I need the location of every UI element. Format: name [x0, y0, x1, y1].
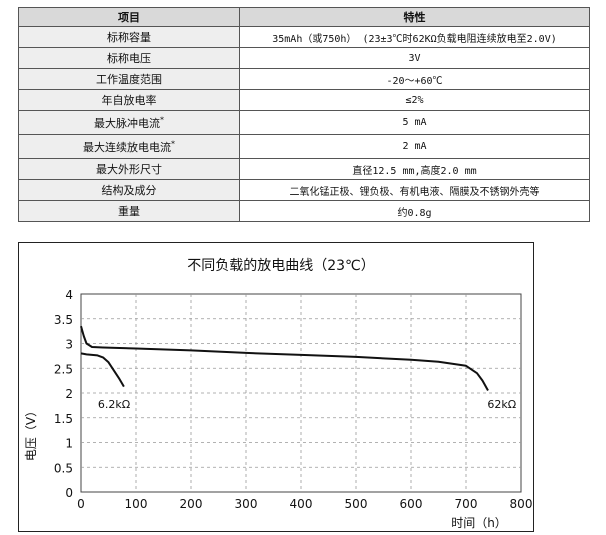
discharge-series-line — [80, 352, 125, 388]
chart-title: 不同负载的放电曲线（23℃） — [187, 258, 375, 274]
spec-value: 直径12.5 mm,高度2.0 mm — [239, 158, 590, 180]
y-tick-label: 4 — [65, 288, 73, 302]
spec-key: 重量 — [18, 200, 240, 222]
spec-table: 项目 特性 标称容量 35mAh（或750h） (23±3℃时62KΩ负载电阻连… — [18, 7, 590, 222]
spec-header-row: 项目 特性 — [18, 7, 590, 27]
series-label-62k: 62kΩ — [487, 398, 516, 411]
x-tick-label: 500 — [345, 497, 368, 511]
spec-value: 5 mA — [239, 110, 590, 135]
y-tick-label: 2 — [65, 387, 73, 401]
y-tick-label: 0.5 — [54, 461, 73, 475]
spec-row-composition: 结构及成分 二氧化锰正极、锂负极、有机电液、隔膜及不锈钢外壳等 — [18, 179, 590, 201]
footnote-mark: * — [160, 114, 164, 124]
spec-value: 约0.8g — [239, 200, 590, 222]
spec-row-continuous-current: 最大连续放电电流* 2 mA — [18, 134, 590, 159]
series-label-6-2k: 6.2kΩ — [98, 398, 130, 411]
spec-value: 2 mA — [239, 134, 590, 159]
y-tick-label: 1.5 — [54, 412, 73, 426]
y-tick-label: 3 — [65, 338, 73, 352]
spec-value: 3V — [239, 47, 590, 69]
spec-value: 35mAh（或750h） (23±3℃时62KΩ负载电阻连续放电至2.0V) — [239, 26, 590, 48]
footnote-mark: * — [171, 138, 175, 148]
spec-key-text: 最大连续放电电流 — [83, 140, 171, 154]
discharge-series-line — [80, 325, 489, 391]
x-tick-label: 0 — [77, 497, 85, 511]
spec-key: 标称容量 — [18, 26, 240, 48]
spec-value: -20～+60℃ — [239, 68, 590, 90]
x-tick-label: 800 — [510, 497, 533, 511]
x-tick-label: 300 — [235, 497, 258, 511]
spec-key: 最大连续放电电流* — [18, 134, 240, 159]
spec-row-self-discharge: 年自放电率 ≤2% — [18, 89, 590, 111]
spec-column-header: 特性 — [239, 7, 590, 27]
x-axis-label: 时间（h） — [451, 516, 507, 530]
spec-row-dimensions: 最大外形尺寸 直径12.5 mm,高度2.0 mm — [18, 158, 590, 180]
spec-key: 年自放电率 — [18, 89, 240, 111]
x-tick-label: 400 — [290, 497, 313, 511]
x-tick-label: 600 — [400, 497, 423, 511]
spec-key: 工作温度范围 — [18, 68, 240, 90]
spec-row-pulse-current: 最大脉冲电流* 5 mA — [18, 110, 590, 135]
discharge-chart: 不同负载的放电曲线（23℃） 0 100 200 300 400 500 600 700 800 0… — [18, 242, 534, 532]
spec-row-temperature: 工作温度范围 -20～+60℃ — [18, 68, 590, 90]
spec-row-capacity: 标称容量 35mAh（或750h） (23±3℃时62KΩ负载电阻连续放电至2.… — [18, 26, 590, 48]
x-tick-label: 100 — [125, 497, 148, 511]
spec-row-weight: 重量 约0.8g — [18, 200, 590, 222]
x-tick-label: 700 — [455, 497, 478, 511]
spec-key: 最大脉冲电流* — [18, 110, 240, 135]
spec-key-text: 最大脉冲电流 — [94, 116, 160, 130]
y-axis-label: 电压（V） — [24, 405, 38, 461]
spec-value: 二氧化锰正极、锂负极、有机电液、隔膜及不锈钢外壳等 — [239, 179, 590, 201]
y-tick-label: 3.5 — [54, 313, 73, 327]
x-tick-label: 200 — [180, 497, 203, 511]
y-tick-label: 2.5 — [54, 362, 73, 376]
spec-row-voltage: 标称电压 3V — [18, 47, 590, 69]
y-tick-label: 1 — [65, 437, 73, 451]
spec-key: 结构及成分 — [18, 179, 240, 201]
y-tick-label: 0 — [65, 486, 73, 500]
discharge-chart-svg: 不同负载的放电曲线（23℃） 0 100 200 300 400 500 600 700 800 0… — [24, 258, 533, 530]
spec-key: 最大外形尺寸 — [18, 158, 240, 180]
item-column-header: 项目 — [18, 7, 240, 27]
spec-key: 标称电压 — [18, 47, 240, 69]
spec-value: ≤2% — [239, 89, 590, 111]
